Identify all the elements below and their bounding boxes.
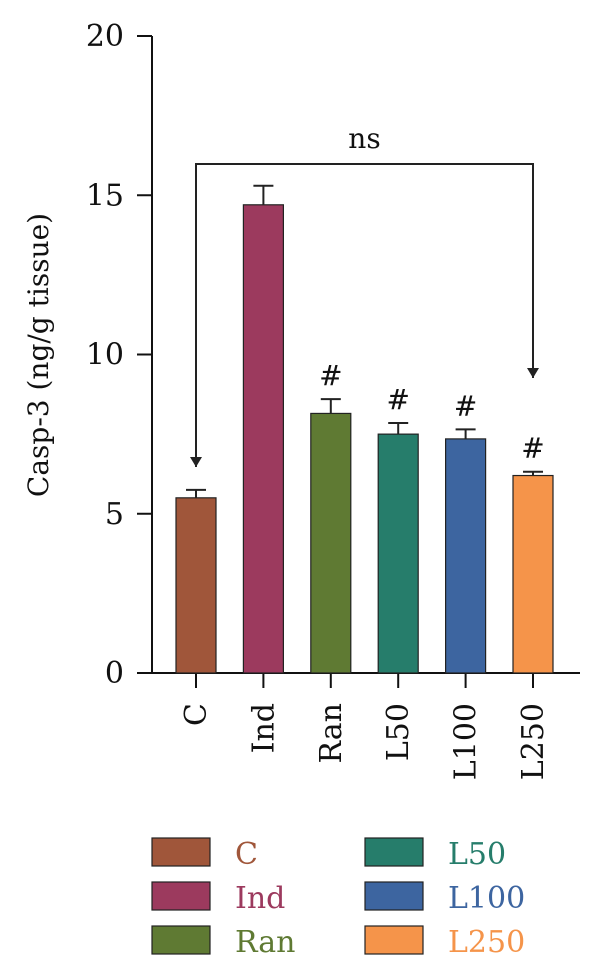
y-tick-label: 0 [105, 656, 124, 691]
comparison-label: ns [348, 122, 380, 155]
x-tick-label-l100: L100 [449, 703, 484, 780]
y-tick-label: 15 [86, 178, 124, 213]
bar-ran [310, 412, 352, 674]
legend-label-l250: L250 [448, 925, 525, 960]
x-tick-label-ran: Ran [314, 703, 349, 763]
x-tick-label-l50: L50 [381, 703, 416, 761]
x-tick-label-c: C [179, 703, 214, 726]
significance-mark-l50: # [386, 383, 409, 416]
chart-axes: 0 5 10 15 20 [86, 19, 580, 691]
comparison-bracket [195, 163, 534, 467]
x-tick-label-ind: Ind [246, 703, 281, 753]
bar-ind [242, 204, 284, 674]
bracket-arrow-right [527, 368, 539, 378]
legend-label-l100: L100 [448, 881, 525, 916]
significance-mark-ran: # [319, 359, 342, 392]
chart-labels: Casp-3 (ng/g tissue) C Ind Ran # L50 # L100 # L25… [22, 122, 551, 780]
legend-label-c: C [235, 837, 258, 872]
bar-l250 [512, 474, 554, 674]
legend-swatch-ind [151, 881, 211, 911]
legend-swatch-l250 [364, 925, 424, 955]
legend-label-ran: Ran [235, 925, 295, 960]
significance-mark-l100: # [454, 389, 477, 422]
y-tick-label: 10 [86, 338, 124, 373]
chart-legend: C Ind Ran L50 L100 L250 [151, 837, 525, 960]
bar-l100 [445, 438, 487, 674]
significance-mark-l250: # [521, 432, 544, 465]
legend-swatch-l50 [364, 837, 424, 867]
legend-label-ind: Ind [235, 881, 285, 916]
y-tick-label: 5 [105, 497, 124, 532]
bar-c [175, 497, 217, 674]
y-axis-label: Casp-3 (ng/g tissue) [22, 213, 55, 497]
legend-label-l50: L50 [448, 837, 506, 872]
legend-swatch-ran [151, 925, 211, 955]
legend-swatch-c [151, 837, 211, 867]
chart-bars [175, 184, 554, 674]
legend-swatch-l100 [364, 881, 424, 911]
y-tick-label: 20 [86, 19, 124, 54]
x-tick-label-l250: L250 [516, 703, 551, 780]
bracket-arrow-left [190, 457, 202, 467]
bar-l50 [377, 433, 419, 674]
